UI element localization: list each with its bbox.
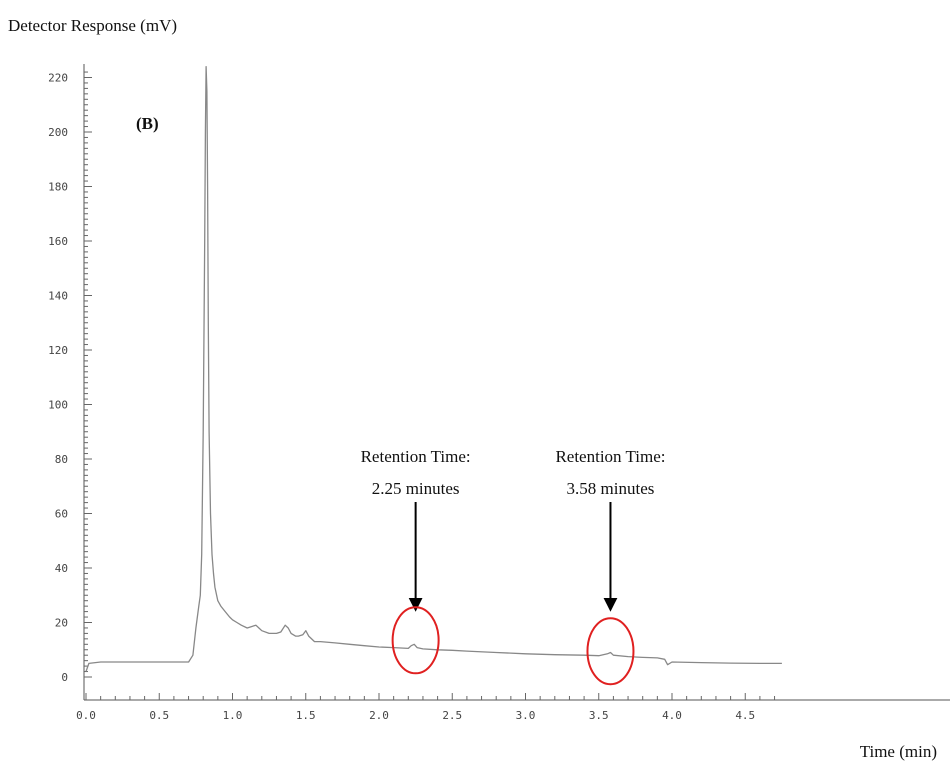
x-tick-label: 3.0 [516,709,536,722]
annotation-value: 2.25 minutes [372,479,460,498]
x-tick-label: 4.5 [735,709,755,722]
y-tick-label: 20 [55,617,68,630]
y-ticks: 0 20 40 60 80 100 120 140 160 180 200 220 [48,72,92,684]
y-tick-label: 80 [55,453,68,466]
annotation-layer: Retention Time: 2.25 minutes Retention Tim… [361,447,665,686]
y-axis-label: Detector Response (mV) [8,16,177,35]
annotation-title: Retention Time: [555,447,665,466]
x-tick-label: 0.0 [76,709,96,722]
x-ticks: 0.0 0.5 1.0 1.5 2.0 2.5 3.0 3.5 4.0 4.5 [76,693,776,722]
y-tick-label: 220 [48,72,68,85]
x-tick-label: 2.5 [442,709,462,722]
annotation-title: Retention Time: [361,447,471,466]
x-tick-label: 1.0 [223,709,243,722]
x-tick-label: 4.0 [662,709,682,722]
y-tick-label: 100 [48,399,68,412]
y-tick-label: 40 [55,562,68,575]
y-tick-label: 0 [61,671,68,684]
peak-highlight-circle [586,617,635,686]
series-layer [85,65,782,672]
peak-highlight-circle [391,606,440,675]
y-tick-label: 200 [48,126,68,139]
annotation-value: 3.58 minutes [567,479,655,498]
y-tick-label: 140 [48,290,68,303]
y-tick-label: 160 [48,235,68,248]
x-axis-label: Time (min) [860,742,937,761]
x-tick-label: 1.5 [296,709,316,722]
y-tick-label: 180 [48,181,68,194]
x-tick-label: 0.5 [149,709,169,722]
x-tick-label: 2.0 [369,709,389,722]
y-tick-label: 120 [48,344,68,357]
chromatogram-trace [85,65,782,672]
y-tick-label: 60 [55,508,68,521]
x-tick-label: 3.5 [589,709,609,722]
panel-label: (B) [136,114,159,133]
